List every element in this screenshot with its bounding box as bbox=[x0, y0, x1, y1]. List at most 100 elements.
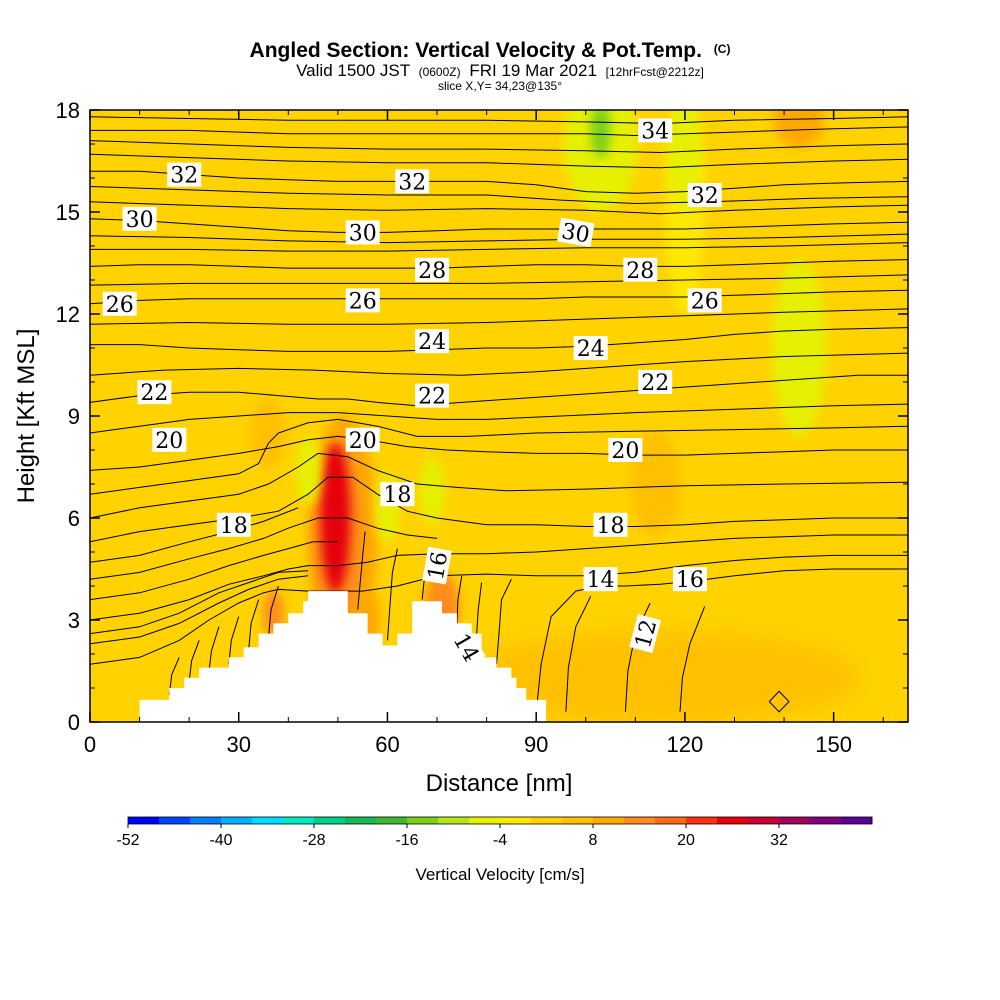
isoline-29 bbox=[496, 578, 512, 665]
contour-label-bg bbox=[422, 546, 452, 585]
colorbar-tick-label: 8 bbox=[589, 832, 598, 849]
contour-label-34-2: 34 bbox=[638, 118, 673, 144]
isoline-7 bbox=[90, 403, 908, 434]
isoline-12 bbox=[90, 233, 908, 244]
colorbar-swatch bbox=[562, 817, 594, 824]
colorbar-swatch bbox=[469, 817, 501, 824]
colorbar-swatch bbox=[407, 817, 439, 824]
colorbar-swatch bbox=[624, 817, 656, 824]
contour-label-bg bbox=[687, 183, 722, 207]
axes: 0 30 60 90 120 150 0 3 6 9 12 15 18 bbox=[56, 98, 908, 757]
theta-contour-34 bbox=[90, 126, 908, 137]
isoline-19 bbox=[248, 599, 260, 651]
colorbar-swatch bbox=[686, 817, 718, 824]
isoline-21 bbox=[208, 626, 220, 672]
velocity-feature-15 bbox=[419, 456, 445, 525]
isoline-30 bbox=[565, 595, 592, 712]
contour-label-32-3: 32 bbox=[687, 183, 722, 209]
isoline-6 bbox=[90, 418, 908, 495]
contour-label-22-16: 22 bbox=[638, 370, 673, 396]
velocity-feature-13 bbox=[295, 436, 321, 505]
colorbar-swatch bbox=[345, 817, 377, 824]
colorbar-swatch bbox=[655, 817, 687, 824]
contour-label-text: 16 bbox=[676, 568, 704, 593]
contour-label-22-14: 22 bbox=[137, 380, 172, 406]
contour-label-text: 32 bbox=[691, 184, 719, 209]
contour-label-16-23: 16 bbox=[422, 546, 453, 585]
colorbar-tick-label: -4 bbox=[493, 832, 507, 849]
slice-info: slice X,Y= 34,23@135° bbox=[438, 79, 562, 93]
isoline-24 bbox=[357, 531, 366, 610]
contour-label-18-22: 18 bbox=[593, 512, 628, 539]
contour-label-text: 20 bbox=[155, 429, 183, 454]
contour-label-bg bbox=[102, 291, 137, 316]
colorbar-tick-label: 20 bbox=[677, 832, 695, 849]
velocity-feature-3 bbox=[563, 110, 638, 212]
velocity-feature-17 bbox=[590, 110, 611, 158]
colorbar: -52 -40 -28 -16 -4 8 20 32 bbox=[116, 816, 873, 849]
colorbar-swatch bbox=[128, 817, 160, 824]
colorbar-swatch bbox=[593, 817, 625, 824]
theta-contour-24 bbox=[90, 327, 908, 352]
x-tick-label: 120 bbox=[667, 732, 704, 757]
isoline-14 bbox=[90, 186, 908, 205]
contour-label-bg bbox=[345, 288, 380, 313]
contour-label-bg bbox=[638, 118, 673, 143]
forecast-info: [12hrFcst@2212z] bbox=[606, 65, 704, 79]
contour-label-26-10: 26 bbox=[345, 288, 380, 314]
isoline-11 bbox=[90, 242, 908, 252]
colorbar-swatch bbox=[314, 817, 346, 824]
valid-utc: (0600Z) bbox=[419, 65, 461, 79]
contour-label-text: 14 bbox=[587, 568, 615, 593]
velocity-feature-10 bbox=[774, 110, 824, 148]
isoline-0 bbox=[90, 575, 309, 645]
contour-labels: 32 32 34 32 30 30 30 28 28 26 26 26 24 24 22 22 22 20 20 20… bbox=[102, 118, 722, 668]
contour-label-18-21: 18 bbox=[380, 482, 415, 508]
colorbar-swatch bbox=[500, 817, 532, 824]
y-tick-label: 6 bbox=[68, 506, 80, 531]
colorbar-swatch bbox=[841, 817, 873, 824]
contour-label-bg bbox=[415, 257, 450, 282]
x-tick-label: 0 bbox=[84, 732, 96, 757]
plot-area: 32 32 34 32 30 30 30 28 28 26 26 26 24 24 22 22 22 20 20 20… bbox=[90, 110, 908, 722]
x-axis-label: Distance [nm] bbox=[426, 770, 573, 797]
velocity-feature-12 bbox=[251, 399, 286, 467]
isoline-3 bbox=[90, 517, 438, 580]
theta-contour-26 bbox=[90, 289, 908, 305]
contour-label-bg bbox=[583, 567, 618, 592]
colorbar-tick-label: -28 bbox=[302, 832, 325, 849]
contour-label-24-12: 24 bbox=[415, 329, 450, 355]
contour-label-text: 22 bbox=[418, 385, 446, 410]
isoline-27 bbox=[456, 575, 463, 624]
theta-contour-14 bbox=[90, 554, 908, 665]
valid-time: Valid 1500 JST bbox=[296, 61, 410, 80]
y-tick-label: 0 bbox=[68, 710, 80, 735]
contour-label-14-24: 14 bbox=[583, 567, 618, 593]
contour-label-bg bbox=[216, 512, 251, 537]
contour-label-bg bbox=[447, 626, 486, 668]
contour-label-text: 20 bbox=[611, 439, 639, 464]
contour-label-16-25: 16 bbox=[672, 567, 707, 593]
contour-label-text: 28 bbox=[626, 259, 654, 284]
contour-label-text: 18 bbox=[220, 514, 248, 539]
x-tick-label: 60 bbox=[375, 732, 399, 757]
colorbar-swatch bbox=[748, 817, 780, 824]
colorbar-swatch bbox=[810, 817, 842, 824]
contour-label-bg bbox=[395, 169, 430, 194]
contour-label-text: 32 bbox=[398, 170, 426, 195]
contour-label-bg bbox=[152, 427, 187, 452]
contour-label-bg bbox=[415, 329, 450, 354]
chart-title: Angled Section: Vertical Velocity & Pot.… bbox=[250, 39, 731, 62]
x-tick-label: 90 bbox=[524, 732, 548, 757]
contour-label-32-1: 32 bbox=[395, 169, 430, 195]
contour-label-text: 16 bbox=[424, 550, 453, 582]
contour-label-text: 30 bbox=[126, 208, 154, 233]
contour-label-text: 30 bbox=[349, 221, 377, 246]
contour-label-28-7: 28 bbox=[415, 257, 450, 284]
colorbar-swatch bbox=[717, 817, 749, 824]
theta-contour-32 bbox=[90, 170, 908, 194]
isoline-10 bbox=[90, 274, 908, 286]
isoline-2 bbox=[90, 541, 338, 601]
velocity-feature-1 bbox=[461, 633, 859, 722]
